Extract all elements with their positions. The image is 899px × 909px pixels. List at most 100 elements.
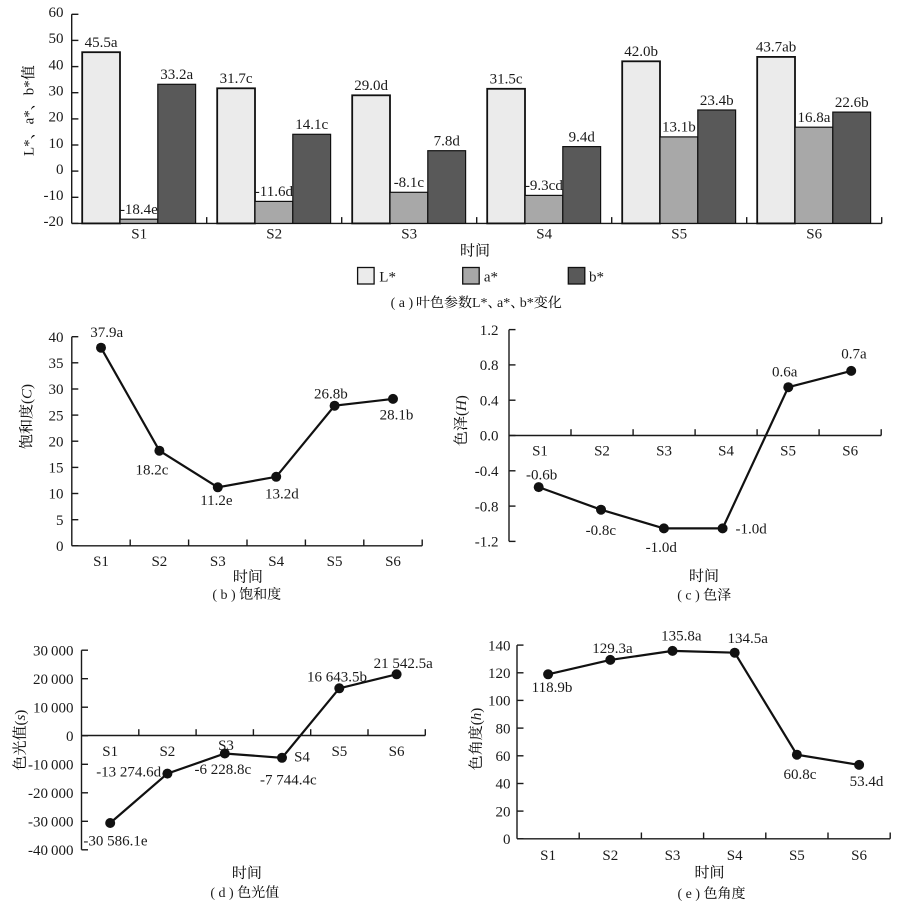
svg-text:30 000: 30 000: [33, 643, 74, 659]
svg-text:S5: S5: [327, 554, 343, 570]
svg-text:S6: S6: [385, 554, 401, 570]
svg-text:20 000: 20 000: [33, 672, 74, 688]
svg-text:S4: S4: [294, 750, 310, 766]
svg-text:16 643.5b: 16 643.5b: [307, 670, 367, 686]
svg-text:S2: S2: [159, 744, 175, 760]
svg-text:5: 5: [56, 513, 64, 529]
svg-text:S1: S1: [93, 554, 109, 570]
svg-text:100: 100: [488, 694, 511, 710]
svg-text:0: 0: [503, 832, 511, 848]
svg-text:-18.4e: -18.4e: [120, 202, 158, 218]
svg-text:b*: b*: [520, 296, 534, 311]
svg-text:-1.0d: -1.0d: [646, 540, 678, 556]
svg-text:-40 000: -40 000: [28, 843, 74, 859]
svg-text:-30 000: -30 000: [28, 815, 74, 831]
svg-text:b*: b*: [589, 269, 604, 285]
svg-text:-11.6d: -11.6d: [255, 184, 294, 200]
svg-text:(: (: [469, 720, 485, 725]
svg-text:S4: S4: [718, 444, 734, 460]
svg-text:( c ): ( c ): [677, 589, 700, 604]
svg-text:L*: L*: [379, 269, 396, 285]
svg-text:0.4: 0.4: [480, 393, 499, 409]
svg-text:20: 20: [49, 434, 64, 450]
svg-text:14.1c: 14.1c: [295, 117, 328, 133]
svg-text:-30 586.1e: -30 586.1e: [83, 833, 147, 849]
svg-text:): ): [13, 710, 29, 715]
svg-text:20: 20: [496, 804, 511, 820]
svg-text:37.9a: 37.9a: [90, 325, 123, 341]
svg-text:S3: S3: [218, 738, 234, 754]
svg-text:60: 60: [49, 5, 64, 21]
svg-text:b*: b*: [22, 80, 38, 95]
svg-text:10: 10: [49, 136, 64, 152]
svg-text:60: 60: [496, 749, 511, 765]
svg-text:118.9b: 118.9b: [532, 680, 573, 696]
svg-text:20: 20: [49, 110, 64, 126]
svg-text:): ): [469, 708, 485, 713]
svg-text:-7 744.4c: -7 744.4c: [260, 772, 317, 788]
svg-text:S5: S5: [780, 444, 796, 460]
svg-text:30: 30: [49, 382, 64, 398]
svg-text:L*: L*: [22, 139, 38, 156]
svg-text:( e ): ( e ): [678, 887, 701, 902]
svg-text:a*: a*: [22, 110, 38, 124]
svg-text:31.5c: 31.5c: [490, 72, 523, 88]
svg-text:7.8d: 7.8d: [434, 134, 461, 150]
svg-text:L*: L*: [472, 296, 488, 311]
svg-text:60.8c: 60.8c: [784, 767, 817, 783]
svg-text:-13 274.6d: -13 274.6d: [96, 764, 161, 780]
svg-text:( d ): ( d ): [210, 886, 234, 901]
svg-text:23.4b: 23.4b: [700, 93, 734, 109]
svg-text:S2: S2: [602, 848, 618, 864]
svg-text:S5: S5: [789, 848, 805, 864]
svg-text:S3: S3: [656, 444, 672, 460]
svg-text:140: 140: [488, 638, 511, 654]
svg-text:15: 15: [49, 461, 64, 477]
svg-text:S5: S5: [331, 744, 347, 760]
svg-text:1.2: 1.2: [480, 323, 499, 339]
svg-text:31.7c: 31.7c: [220, 71, 253, 87]
svg-text:-1.2: -1.2: [475, 535, 499, 551]
svg-text:129.3a: 129.3a: [592, 641, 633, 657]
svg-text:): ): [454, 395, 470, 400]
svg-text:33.2a: 33.2a: [160, 67, 193, 83]
svg-text:40: 40: [496, 777, 511, 793]
svg-text:0: 0: [66, 729, 74, 745]
svg-text:-10: -10: [44, 188, 64, 204]
svg-text:25: 25: [49, 408, 64, 424]
svg-text:a*: a*: [497, 296, 510, 311]
svg-text:40: 40: [49, 330, 64, 346]
svg-text:h: h: [469, 713, 485, 721]
svg-text:22.6b: 22.6b: [835, 95, 869, 111]
svg-text:S6: S6: [842, 444, 858, 460]
svg-text:S3: S3: [210, 554, 226, 570]
svg-text:S4: S4: [268, 554, 284, 570]
svg-text:35: 35: [49, 356, 64, 372]
svg-text:53.4d: 53.4d: [850, 774, 884, 790]
svg-text:135.8a: 135.8a: [661, 629, 702, 645]
svg-text:-9.3cd: -9.3cd: [525, 178, 563, 194]
svg-text:S2: S2: [594, 444, 610, 460]
svg-text:0.8: 0.8: [480, 358, 499, 374]
svg-text:( a ): ( a ): [391, 296, 416, 311]
svg-text:-0.4: -0.4: [475, 464, 499, 480]
svg-text:43.7ab: 43.7ab: [756, 40, 796, 56]
svg-text:30: 30: [49, 84, 64, 100]
svg-text:(: (: [13, 721, 29, 726]
svg-text:C: C: [20, 388, 36, 399]
svg-text:-6 228.8c: -6 228.8c: [195, 762, 252, 778]
svg-text:9.4d: 9.4d: [569, 129, 596, 145]
svg-text:13.2d: 13.2d: [265, 487, 299, 503]
svg-text:-0.6b: -0.6b: [526, 468, 557, 484]
svg-text:10: 10: [49, 487, 64, 503]
svg-text:a*: a*: [484, 269, 498, 285]
svg-text:0: 0: [56, 162, 64, 178]
svg-text:11.2e: 11.2e: [200, 493, 233, 509]
svg-text:120: 120: [488, 666, 511, 682]
svg-text:18.2c: 18.2c: [135, 463, 168, 479]
svg-text:S4: S4: [727, 848, 743, 864]
svg-text:26.8b: 26.8b: [314, 387, 348, 403]
svg-text:S6: S6: [806, 226, 822, 242]
svg-text:0.7a: 0.7a: [841, 347, 867, 363]
svg-text:(: (: [20, 399, 36, 404]
